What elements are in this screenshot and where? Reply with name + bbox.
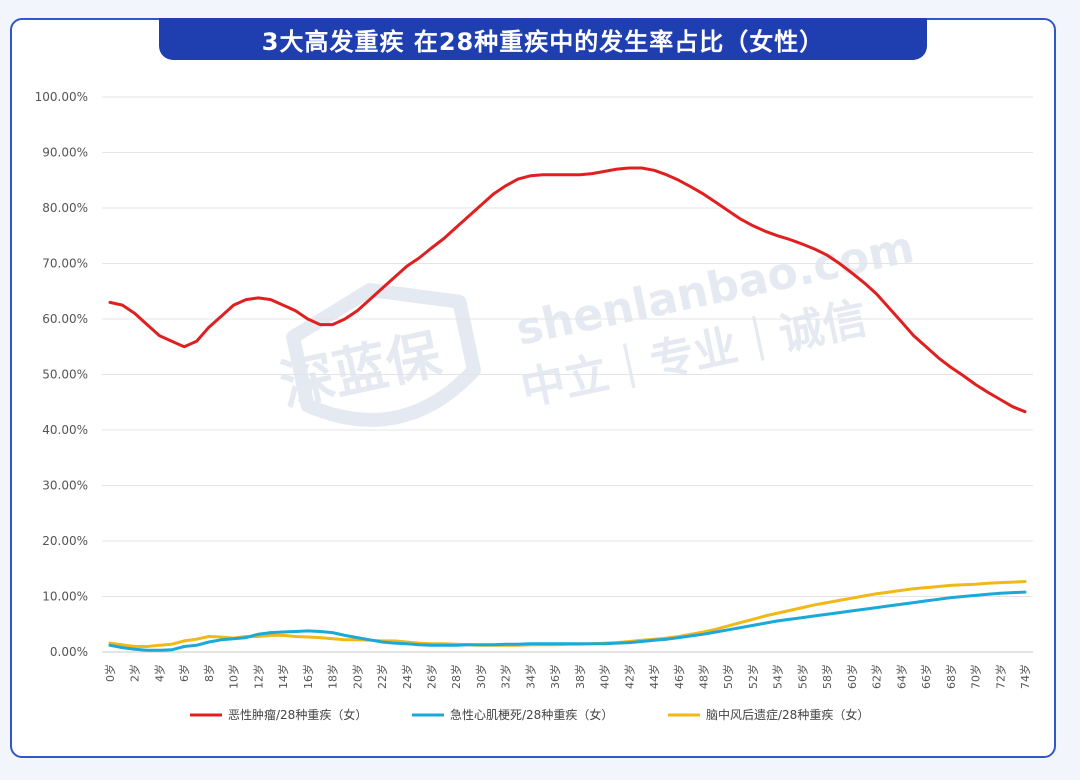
x-tick-label: 18岁 [326, 664, 340, 689]
x-tick-label: 24岁 [400, 664, 414, 689]
x-tick-label: 44岁 [647, 664, 661, 689]
x-tick-label: 46岁 [672, 664, 686, 689]
y-tick-label: 20.00% [42, 534, 88, 548]
legend-label: 脑中风后遗症/28种重疾（女） [706, 707, 869, 722]
x-tick-label: 66岁 [919, 664, 933, 689]
x-tick-label: 28岁 [449, 664, 463, 689]
chart-frame [10, 18, 1056, 758]
x-tick-label: 6岁 [177, 664, 191, 682]
x-tick-label: 56岁 [795, 664, 809, 689]
x-axis-ticks: 0岁 2岁 4岁 6岁 8岁 10岁 12岁 14岁 16岁 18岁 20岁 22岁 24岁 26岁 28岁… [103, 664, 1032, 689]
y-tick-label: 90.00% [42, 146, 88, 160]
y-tick-label: 10.00% [42, 590, 88, 604]
watermark-logo [286, 283, 481, 427]
x-tick-label: 40岁 [598, 664, 612, 689]
y-tick-label: 70.00% [42, 257, 88, 271]
x-tick-label: 58岁 [820, 664, 834, 689]
y-tick-label: 50.00% [42, 368, 88, 382]
y-tick-label: 60.00% [42, 312, 88, 326]
legend-label: 急性心肌梗死/28种重疾（女） [450, 707, 613, 722]
x-tick-label: 2岁 [128, 664, 142, 682]
x-tick-label: 54岁 [771, 664, 785, 689]
y-tick-label: 100.00% [35, 90, 88, 104]
x-tick-label: 72岁 [993, 664, 1007, 689]
x-tick-label: 48岁 [697, 664, 711, 689]
x-tick-label: 68岁 [944, 664, 958, 689]
x-tick-label: 22岁 [375, 664, 389, 689]
y-tick-label: 0.00% [50, 645, 88, 659]
y-axis-ticks: 0.00% 10.00% 20.00% 30.00% 40.00% 50.00% 60.00… [35, 90, 88, 659]
x-tick-label: 16岁 [301, 664, 315, 689]
series-lines [108, 166, 1027, 652]
x-tick-label: 70岁 [969, 664, 983, 689]
x-tick-label: 34岁 [523, 664, 537, 689]
series-line [108, 166, 1027, 414]
x-tick-label: 0岁 [103, 664, 117, 682]
x-tick-label: 4岁 [152, 664, 166, 682]
x-tick-label: 10岁 [227, 664, 241, 689]
x-tick-label: 26岁 [424, 664, 438, 689]
x-tick-label: 74岁 [1018, 664, 1032, 689]
gridlines [102, 96, 1033, 653]
x-tick-label: 38岁 [573, 664, 587, 689]
legend: 恶性肿瘤/28种重疾（女） 急性心肌梗死/28种重疾（女） 脑中风后遗症/28种重疾… [190, 707, 869, 722]
x-tick-label: 64岁 [894, 664, 908, 689]
x-tick-label: 42岁 [622, 664, 636, 689]
x-tick-label: 30岁 [474, 664, 488, 689]
x-tick-label: 52岁 [746, 664, 760, 689]
y-tick-label: 80.00% [42, 201, 88, 215]
legend-label: 恶性肿瘤/28种重疾（女） [228, 707, 367, 722]
x-tick-label: 14岁 [276, 664, 290, 689]
series-line [108, 590, 1027, 652]
y-tick-label: 30.00% [42, 479, 88, 493]
chart-title: 3大高发重疾 在28种重疾中的发生率占比（女性） [159, 18, 927, 60]
x-tick-label: 12岁 [251, 664, 265, 689]
x-tick-label: 62岁 [870, 664, 884, 689]
y-tick-label: 40.00% [42, 423, 88, 437]
x-tick-label: 32岁 [499, 664, 513, 689]
x-tick-label: 20岁 [350, 664, 364, 689]
x-tick-label: 8岁 [202, 664, 216, 682]
x-tick-label: 60岁 [845, 664, 859, 689]
x-tick-label: 36岁 [548, 664, 562, 689]
x-tick-label: 50岁 [721, 664, 735, 689]
